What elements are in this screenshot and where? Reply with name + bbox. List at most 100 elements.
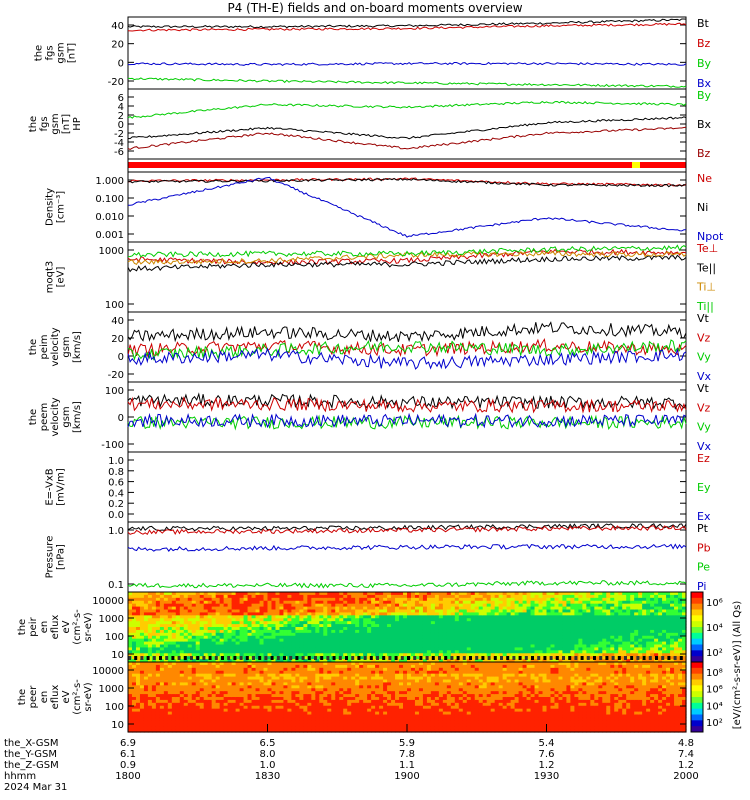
spec-cell	[175, 694, 181, 698]
spec-cell	[518, 615, 524, 619]
spec-cell	[678, 641, 683, 646]
spec-cell	[235, 699, 241, 704]
spec-cell	[191, 673, 197, 678]
spec-cell	[506, 615, 512, 619]
spec-cell	[307, 726, 312, 730]
spec-cell	[610, 647, 615, 651]
spec-cell	[662, 638, 667, 643]
spec-cell	[187, 726, 193, 730]
spec-cell	[682, 647, 687, 651]
spec-cell	[299, 629, 304, 634]
spec-cell	[470, 650, 476, 654]
spec-cell	[662, 594, 667, 599]
spec-cell	[211, 656, 217, 660]
spec-gap	[549, 656, 553, 660]
spec-cell	[207, 711, 213, 716]
spec-cell	[379, 600, 384, 605]
spec-cell	[331, 711, 336, 716]
spec-cell	[634, 638, 639, 643]
spec-cell	[426, 647, 432, 651]
spec-gap	[456, 656, 460, 660]
spec-cell	[379, 650, 384, 654]
spec-cell	[311, 592, 316, 596]
spec-cell	[335, 609, 340, 614]
spec-cell	[510, 650, 516, 654]
spec-cell	[343, 682, 348, 686]
spec-cell	[414, 632, 420, 637]
spec-cell	[135, 670, 141, 675]
spec-cell	[255, 621, 261, 625]
spec-cell	[147, 612, 153, 616]
spec-cell	[175, 697, 181, 701]
spec-cell	[339, 603, 344, 608]
spec-gap	[165, 656, 169, 660]
spec-cell	[299, 664, 304, 669]
spec-cell	[295, 676, 300, 681]
spec-cell	[263, 723, 269, 727]
spec-cell	[171, 647, 177, 651]
spec-cell	[195, 641, 201, 646]
spec-cell	[399, 603, 404, 608]
spec-cell	[614, 635, 619, 640]
spec-cell	[646, 592, 651, 596]
spec-cell	[263, 609, 269, 614]
spec-cell	[247, 688, 253, 692]
spec-cell	[494, 638, 500, 643]
spec-cell	[323, 644, 328, 649]
spec-cell	[151, 662, 157, 666]
spec-cell	[299, 624, 304, 628]
spec-cell	[610, 612, 615, 616]
spec-cell	[359, 647, 364, 651]
spec-cell	[267, 594, 273, 599]
spec-cell	[171, 659, 177, 663]
spec-cell	[239, 632, 245, 637]
spec-cell	[215, 659, 221, 663]
spec-cell	[231, 662, 237, 666]
spec-cell	[566, 647, 572, 651]
spec-cell	[191, 650, 197, 654]
spec-cell	[315, 670, 320, 675]
spec-cell	[470, 606, 476, 611]
spec-cell	[343, 603, 348, 608]
spec-cell	[470, 597, 476, 602]
spec-cell	[323, 726, 328, 730]
spec-cell	[327, 629, 332, 634]
spec-cell	[135, 723, 141, 727]
spec-cell	[223, 726, 229, 730]
spec-cell	[307, 621, 312, 625]
spec-cell	[658, 653, 663, 657]
spec-cell	[506, 632, 512, 637]
spec-cell	[215, 603, 221, 608]
spec-cell	[399, 615, 404, 619]
spec-cell	[351, 659, 356, 663]
spec-cell	[247, 647, 253, 651]
spec-cell	[243, 638, 249, 643]
spec-cell	[454, 594, 460, 599]
spec-cell	[263, 667, 269, 672]
spec-cell	[187, 592, 193, 596]
spec-cell	[391, 638, 396, 643]
spec-cell	[522, 621, 528, 625]
spec-cell	[175, 699, 181, 704]
spec-cell	[199, 635, 205, 640]
spec-cell	[271, 615, 277, 619]
spec-cell	[658, 592, 663, 596]
spec-cell	[562, 629, 568, 634]
spec-cell	[526, 621, 532, 625]
spec-cell	[498, 629, 504, 634]
spec-cell	[590, 629, 595, 634]
spec-cell	[155, 699, 161, 704]
spec-cell	[271, 641, 277, 646]
spec-cell	[482, 653, 488, 657]
spec-cell	[510, 647, 516, 651]
legend-entry: Pb	[697, 541, 711, 554]
spec-cell	[179, 694, 185, 698]
spec-cell	[179, 635, 185, 640]
y-tick-label: 0	[118, 58, 124, 69]
spec-cell	[143, 667, 149, 672]
spec-cell	[590, 606, 595, 611]
spec-cell	[674, 618, 679, 622]
spec-cell	[506, 597, 512, 602]
spec-cell	[291, 697, 296, 701]
spec-cell	[347, 679, 352, 684]
